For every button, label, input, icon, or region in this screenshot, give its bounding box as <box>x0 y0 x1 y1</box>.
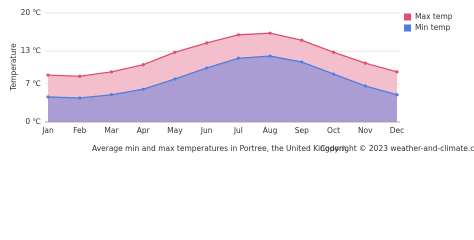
marker <box>395 93 399 97</box>
copyright: Copyright © 2023 weather-and-climate.com <box>320 144 474 153</box>
marker <box>109 70 114 74</box>
y-tick-label: 0 ℃ <box>25 117 41 126</box>
marker <box>395 70 399 74</box>
chart: Temperature Average min and max temperat… <box>9 8 474 153</box>
x-tick-label: Jul <box>233 126 243 135</box>
marker <box>236 56 240 60</box>
x-tick-label: Aug <box>263 126 278 135</box>
marker <box>141 63 145 67</box>
area <box>48 56 397 122</box>
x-tick-label: Jun <box>200 126 213 135</box>
marker <box>205 66 209 70</box>
marker <box>268 54 272 58</box>
marker <box>173 50 177 54</box>
x-tick-label: Sep <box>295 126 309 135</box>
x-tick-label: Nov <box>358 126 373 135</box>
y-tick-label: 13 ℃ <box>21 46 41 55</box>
marker <box>109 93 114 97</box>
marker <box>46 95 50 99</box>
legend-label: Max temp <box>415 12 453 21</box>
x-tick-label: Jan <box>41 126 54 135</box>
line <box>47 32 398 77</box>
marker <box>141 87 145 91</box>
y-tick-label: 7 ℃ <box>25 79 41 88</box>
marker <box>300 38 304 42</box>
x-tick-label: Apr <box>137 126 151 135</box>
x-tick-label: Feb <box>73 126 87 135</box>
y-tick-label: 20 ℃ <box>21 8 41 17</box>
marker <box>78 96 82 100</box>
marker <box>268 31 272 35</box>
legend-swatch <box>404 13 411 21</box>
marker <box>331 72 336 76</box>
x-tick-label: Dec <box>390 126 405 135</box>
line <box>47 55 398 99</box>
marker <box>173 77 177 81</box>
x-tick-label: Mar <box>104 126 119 135</box>
y-axis-label: Temperature <box>9 43 18 92</box>
x-tick-label: May <box>167 126 183 135</box>
legend-label: Min temp <box>415 23 451 32</box>
x-tick-label: Oct <box>327 126 340 135</box>
marker <box>78 74 82 78</box>
marker <box>300 60 304 64</box>
marker <box>46 73 50 77</box>
marker <box>363 61 367 65</box>
marker <box>363 84 367 88</box>
marker <box>236 33 240 37</box>
marker <box>331 50 336 54</box>
marker <box>205 41 209 45</box>
legend-swatch <box>404 24 411 32</box>
caption: Average min and max temperatures in Port… <box>92 144 346 153</box>
